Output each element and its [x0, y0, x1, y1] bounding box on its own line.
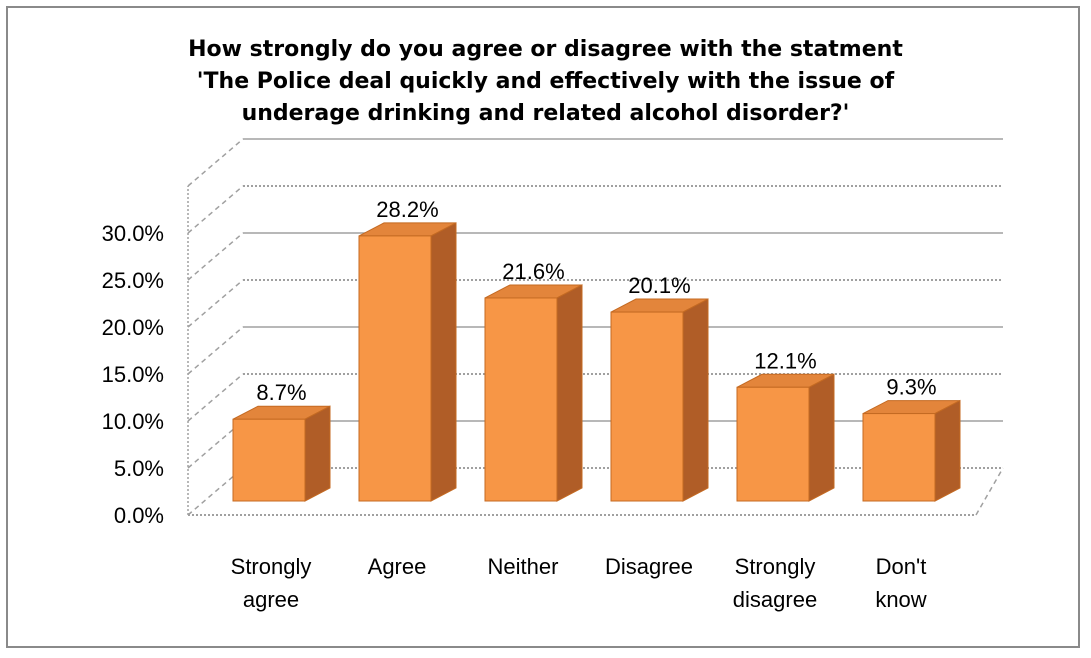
bar-front	[862, 413, 936, 502]
category-label: Strongly	[231, 554, 312, 579]
bar	[232, 405, 331, 502]
bar	[484, 284, 583, 502]
wall-diagonal	[187, 138, 244, 187]
y-tick-label: 15.0%	[102, 362, 164, 387]
bar-side	[682, 298, 709, 502]
category-label: Don't	[876, 554, 927, 579]
y-axis-ticks: 0.0% 5.0% 10.0% 15.0% 20.0% 25.0% 30.0%	[102, 221, 164, 528]
wall-diagonal	[187, 373, 244, 422]
y-tick-label: 30.0%	[102, 221, 164, 246]
bar-side	[430, 222, 457, 502]
data-label: 12.1%	[754, 348, 816, 373]
category-labels: Strongly agree Agree Neither Disagree Strongl…	[231, 554, 927, 612]
bar	[862, 399, 961, 502]
category-label: Strongly	[735, 554, 816, 579]
category-label: know	[875, 587, 926, 612]
y-tick-label: 10.0%	[102, 409, 164, 434]
bar-side	[304, 405, 331, 502]
chart-title-line-1: How strongly do you agree or disagree wi…	[188, 37, 903, 62]
bar-side	[556, 284, 583, 502]
bar-front	[610, 311, 684, 502]
y-tick-label: 5.0%	[114, 456, 164, 481]
wall-diagonal	[187, 420, 244, 469]
y-tick-label: 0.0%	[114, 503, 164, 528]
bar-side	[808, 373, 835, 502]
chart-title-line-2: 'The Police deal quickly and effectively…	[196, 69, 895, 94]
data-label: 21.6%	[502, 259, 564, 284]
chart-title-line-3: underage drinking and related alcohol di…	[241, 101, 850, 126]
chart-title: How strongly do you agree or disagree wi…	[0, 34, 1091, 130]
bar	[736, 373, 835, 502]
data-label: 28.2%	[376, 197, 438, 222]
y-tick-label: 20.0%	[102, 315, 164, 340]
category-label: agree	[243, 587, 299, 612]
bar	[610, 298, 709, 502]
bar-front	[358, 235, 432, 502]
wall-diagonal	[187, 279, 244, 328]
wall-diagonal	[187, 185, 244, 234]
y-tick-label: 25.0%	[102, 268, 164, 293]
wall-diagonal	[187, 326, 244, 375]
bar	[358, 222, 457, 502]
wall-diagonal	[187, 232, 244, 281]
data-labels: 8.7% 28.2% 21.6% 20.1% 12.1% 9.3%	[256, 197, 936, 405]
bar-front	[232, 418, 306, 502]
data-label: 9.3%	[886, 375, 936, 400]
wall-diagonal	[187, 467, 244, 516]
data-label: 8.7%	[256, 380, 306, 405]
category-label: Disagree	[605, 554, 693, 579]
category-label: Neither	[488, 554, 559, 579]
category-label: disagree	[733, 587, 817, 612]
bars	[232, 222, 961, 502]
category-label: Agree	[368, 554, 427, 579]
bar-side	[934, 399, 961, 502]
bar-front	[484, 297, 558, 502]
floor-right-edge	[975, 467, 1004, 516]
data-label: 20.1%	[628, 273, 690, 298]
bar-front	[736, 386, 810, 502]
